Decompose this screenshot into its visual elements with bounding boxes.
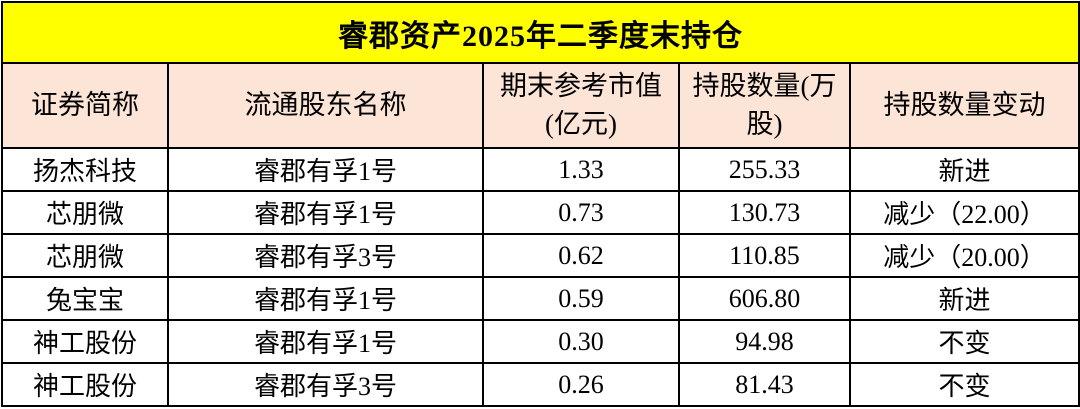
col-header-shares-change: 持股数量变动 <box>849 62 1080 149</box>
cell-shares-change: 不变 <box>849 362 1080 407</box>
col-header-security-name: 证券简称 <box>1 62 169 149</box>
table-header-row: 证券简称 流通股东名称 期末参考市值(亿元) 持股数量(万股) 持股数量变动 <box>1 62 1080 149</box>
cell-market-value: 0.73 <box>482 190 680 235</box>
table-row: 芯朋微 睿郡有孚3号 0.62 110.85 减少（20.00） <box>1 233 1080 278</box>
cell-shares-held: 94.98 <box>678 319 851 364</box>
table-row: 芯朋微 睿郡有孚1号 0.73 130.73 减少（22.00） <box>1 190 1080 235</box>
table-title: 睿郡资产2025年二季度末持仓 <box>1 1 1080 64</box>
cell-market-value: 0.59 <box>482 276 680 321</box>
table-row: 神工股份 睿郡有孚1号 0.30 94.98 不变 <box>1 319 1080 364</box>
cell-security-name: 扬杰科技 <box>1 147 169 192</box>
col-header-shareholder-name: 流通股东名称 <box>167 62 484 149</box>
table-row: 兔宝宝 睿郡有孚1号 0.59 606.80 新进 <box>1 276 1080 321</box>
cell-shareholder-name: 睿郡有孚1号 <box>167 147 484 192</box>
cell-shares-change: 不变 <box>849 319 1080 364</box>
cell-shares-held: 606.80 <box>678 276 851 321</box>
cell-shares-held: 110.85 <box>678 233 851 278</box>
cell-shareholder-name: 睿郡有孚3号 <box>167 362 484 407</box>
cell-shareholder-name: 睿郡有孚1号 <box>167 276 484 321</box>
cell-security-name: 芯朋微 <box>1 190 169 235</box>
cell-security-name: 神工股份 <box>1 319 169 364</box>
cell-market-value: 0.26 <box>482 362 680 407</box>
cell-shares-held: 255.33 <box>678 147 851 192</box>
cell-shareholder-name: 睿郡有孚3号 <box>167 233 484 278</box>
col-header-shares-held: 持股数量(万股) <box>678 62 851 149</box>
cell-security-name: 兔宝宝 <box>1 276 169 321</box>
col-header-market-value: 期末参考市值(亿元) <box>482 62 680 149</box>
cell-market-value: 0.62 <box>482 233 680 278</box>
table-title-row: 睿郡资产2025年二季度末持仓 <box>1 1 1080 64</box>
cell-market-value: 0.30 <box>482 319 680 364</box>
cell-shares-change: 新进 <box>849 276 1080 321</box>
cell-shareholder-name: 睿郡有孚1号 <box>167 190 484 235</box>
table-row: 扬杰科技 睿郡有孚1号 1.33 255.33 新进 <box>1 147 1080 192</box>
cell-security-name: 芯朋微 <box>1 233 169 278</box>
cell-security-name: 神工股份 <box>1 362 169 407</box>
table-row: 神工股份 睿郡有孚3号 0.26 81.43 不变 <box>1 362 1080 407</box>
cell-market-value: 1.33 <box>482 147 680 192</box>
cell-shares-change: 减少（22.00） <box>849 190 1080 235</box>
cell-shares-change: 新进 <box>849 147 1080 192</box>
cell-shares-change: 减少（20.00） <box>849 233 1080 278</box>
cell-shareholder-name: 睿郡有孚1号 <box>167 319 484 364</box>
cell-shares-held: 81.43 <box>678 362 851 407</box>
cell-shares-held: 130.73 <box>678 190 851 235</box>
